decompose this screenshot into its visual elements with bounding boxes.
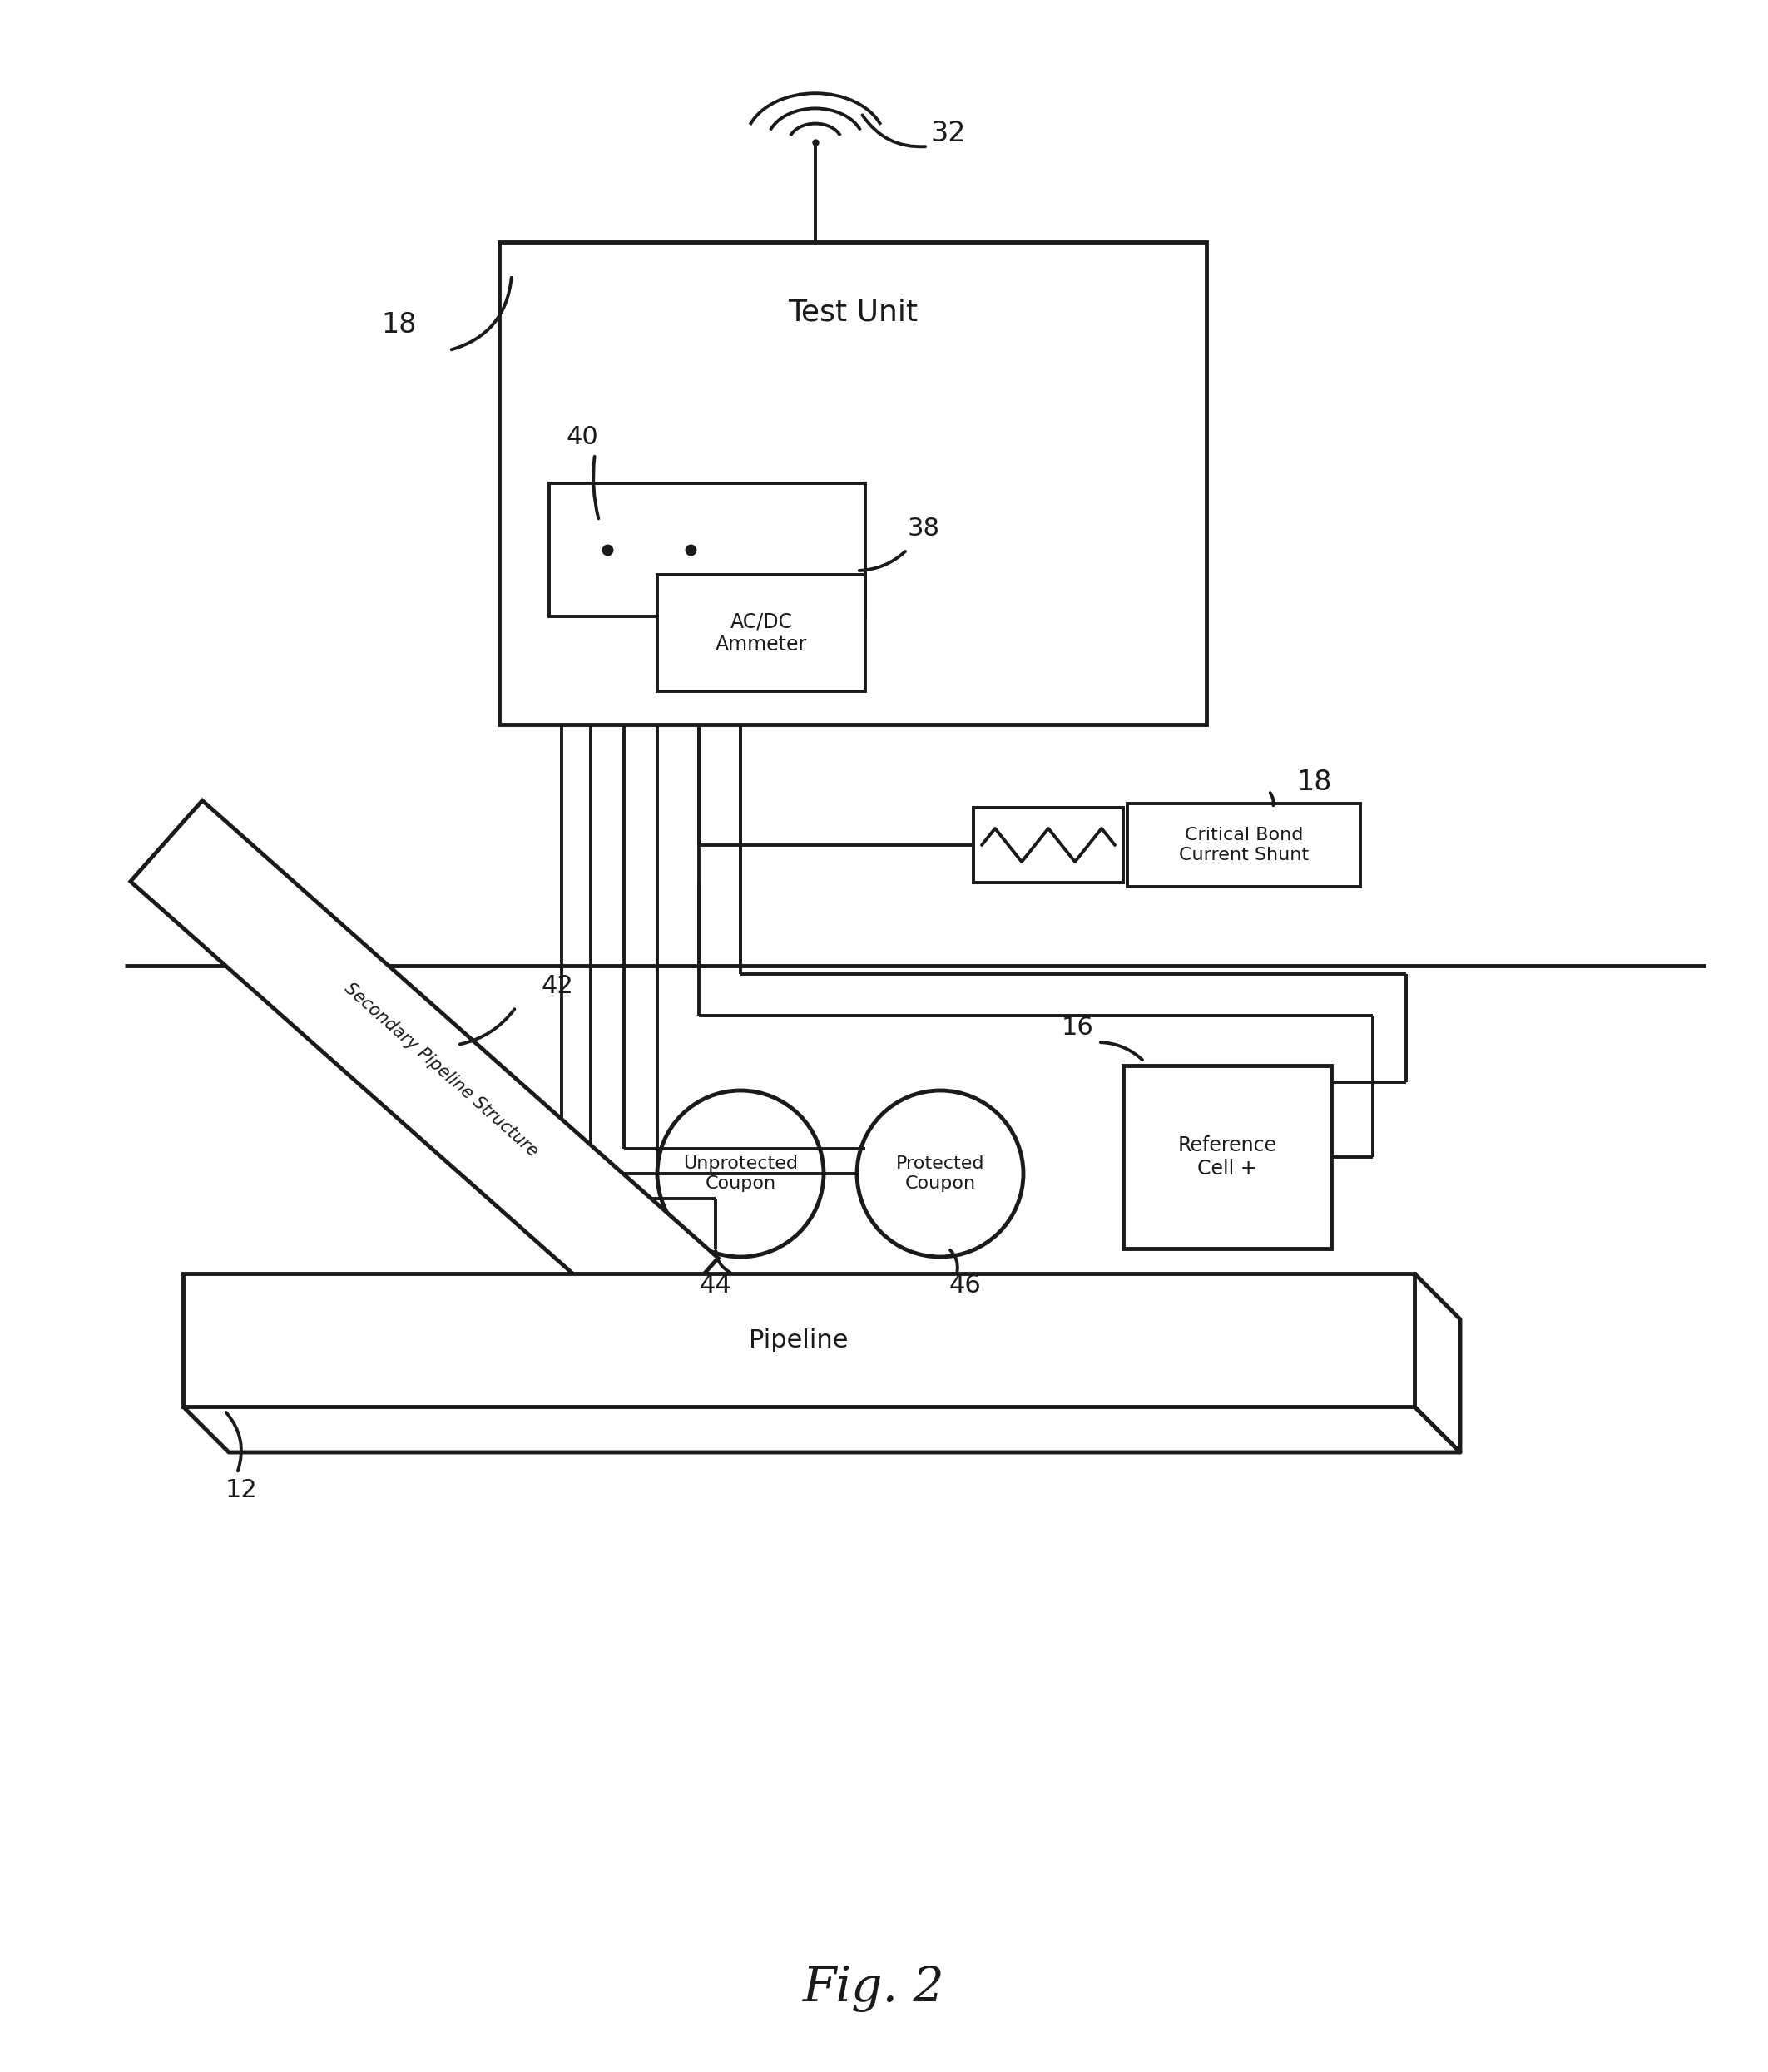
Text: Pipeline: Pipeline (750, 1328, 849, 1353)
Text: 12: 12 (225, 1477, 258, 1502)
FancyArrowPatch shape (451, 278, 511, 350)
FancyArrowPatch shape (1269, 794, 1273, 806)
Text: Secondary Pipeline Structure: Secondary Pipeline Structure (341, 980, 541, 1160)
FancyArrowPatch shape (716, 1251, 730, 1272)
FancyBboxPatch shape (550, 483, 865, 615)
Text: 38: 38 (907, 516, 941, 541)
FancyArrowPatch shape (863, 116, 925, 147)
FancyArrowPatch shape (1100, 1042, 1142, 1059)
Text: 46: 46 (949, 1274, 981, 1297)
Text: Test Unit: Test Unit (789, 298, 918, 327)
Text: Protected
Coupon: Protected Coupon (896, 1156, 985, 1191)
Text: 18: 18 (1298, 769, 1333, 796)
FancyBboxPatch shape (1123, 1065, 1331, 1249)
Text: 44: 44 (700, 1274, 732, 1297)
FancyArrowPatch shape (460, 1009, 514, 1044)
FancyBboxPatch shape (499, 242, 1206, 725)
FancyArrowPatch shape (594, 456, 598, 518)
FancyArrowPatch shape (226, 1413, 240, 1471)
Text: 18: 18 (382, 311, 417, 340)
Text: 40: 40 (566, 425, 599, 450)
FancyArrowPatch shape (859, 551, 905, 570)
Text: Reference
Cell +: Reference Cell + (1177, 1135, 1276, 1179)
Text: Unprotected
Coupon: Unprotected Coupon (682, 1156, 797, 1191)
Polygon shape (131, 800, 718, 1339)
Text: 32: 32 (930, 120, 965, 147)
Text: Critical Bond
Current Shunt: Critical Bond Current Shunt (1179, 827, 1308, 864)
FancyArrowPatch shape (949, 1249, 958, 1272)
Text: 16: 16 (1061, 1015, 1094, 1040)
FancyBboxPatch shape (658, 574, 865, 692)
Text: Fig. 2: Fig. 2 (803, 1966, 944, 2012)
FancyBboxPatch shape (974, 808, 1123, 883)
FancyBboxPatch shape (1128, 804, 1360, 887)
Text: AC/DC
Ammeter: AC/DC Ammeter (716, 611, 808, 655)
FancyBboxPatch shape (184, 1274, 1414, 1407)
Text: 42: 42 (541, 974, 573, 999)
